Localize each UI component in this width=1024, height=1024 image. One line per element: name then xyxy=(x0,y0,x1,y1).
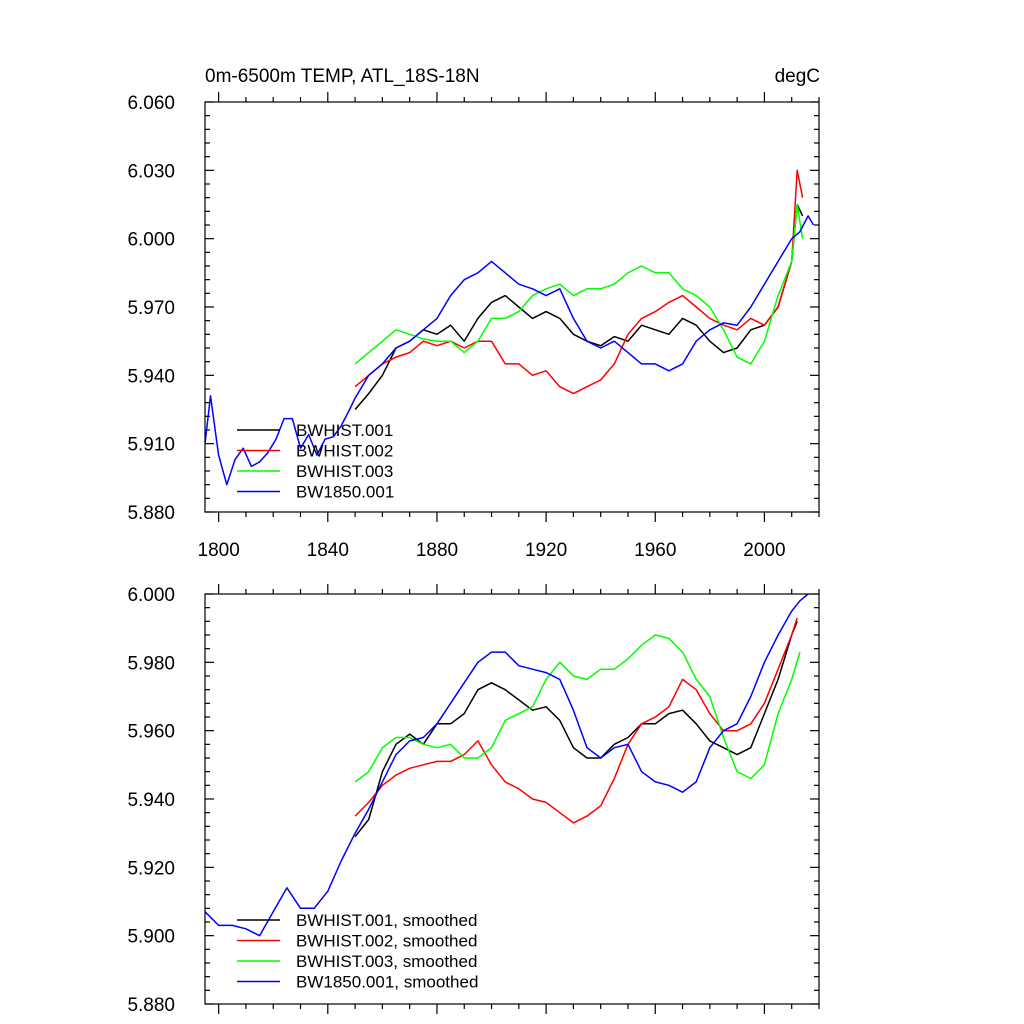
y-tick-label: 5.910 xyxy=(127,435,175,456)
x-tick-label: 1960 xyxy=(634,540,676,561)
legend-label: BWHIST.001, smoothed xyxy=(296,911,477,930)
x-tick-label: 1880 xyxy=(416,540,458,561)
series-line xyxy=(354,203,804,410)
units-label: degC xyxy=(775,66,820,87)
y-tick-label: 5.920 xyxy=(127,858,175,879)
series-line xyxy=(354,621,798,838)
x-tick-label: 1840 xyxy=(307,540,349,561)
panel-top: 0m-6500m TEMP, ATL_18S-18N degC 5.880 5.9… xyxy=(127,66,820,561)
series-line xyxy=(354,617,798,824)
plot-area xyxy=(204,169,815,486)
legend-label: BWHIST.003, smoothed xyxy=(296,952,477,971)
panel-bottom: 5.880 5.900 5.920 5.940 5.960 5.980 6.000 BWHI… xyxy=(127,584,820,1016)
y-tick-label: 5.880 xyxy=(127,995,175,1016)
axis-ticks: 5.880 5.900 5.920 5.940 5.960 5.980 6.000 xyxy=(127,584,820,1016)
series-line xyxy=(354,634,801,783)
legend-label: BWHIST.001 xyxy=(296,421,393,440)
y-tick-label: 5.940 xyxy=(127,366,175,387)
legend: BWHIST.001, smoothed BWHIST.002, smoothed… xyxy=(237,911,478,992)
legend-label: BW1850.001 xyxy=(296,483,394,502)
y-tick-label: 5.880 xyxy=(127,503,175,524)
y-tick-label: 5.960 xyxy=(127,722,175,743)
legend-label: BWHIST.003 xyxy=(296,462,393,481)
y-tick-label: 5.980 xyxy=(127,653,175,674)
y-tick-label: 6.060 xyxy=(127,93,175,114)
y-tick-label: 6.000 xyxy=(127,585,175,606)
legend-label: BWHIST.002, smoothed xyxy=(296,932,477,951)
x-tick-label: 2000 xyxy=(743,540,785,561)
legend-label: BWHIST.002 xyxy=(296,442,393,461)
y-tick-label: 6.000 xyxy=(127,230,175,251)
axis-ticks: 5.880 5.910 5.940 5.970 6.000 6.030 6.060 1800 1… xyxy=(127,92,820,561)
series-line xyxy=(354,169,804,395)
y-tick-label: 5.940 xyxy=(127,790,175,811)
y-tick-label: 5.900 xyxy=(127,927,175,948)
y-tick-label: 6.030 xyxy=(127,161,175,182)
series-line xyxy=(354,203,804,365)
panel-title: 0m-6500m TEMP, ATL_18S-18N xyxy=(205,66,480,87)
plot-frame xyxy=(204,101,820,513)
legend-label: BW1850.001, smoothed xyxy=(296,973,478,992)
x-tick-label: 1920 xyxy=(525,540,567,561)
plot-area xyxy=(204,593,809,937)
series-line xyxy=(204,215,815,486)
y-tick-label: 5.970 xyxy=(127,298,175,319)
series-line xyxy=(204,593,809,937)
x-tick-label: 1800 xyxy=(198,540,240,561)
plot-frame xyxy=(204,593,820,1005)
